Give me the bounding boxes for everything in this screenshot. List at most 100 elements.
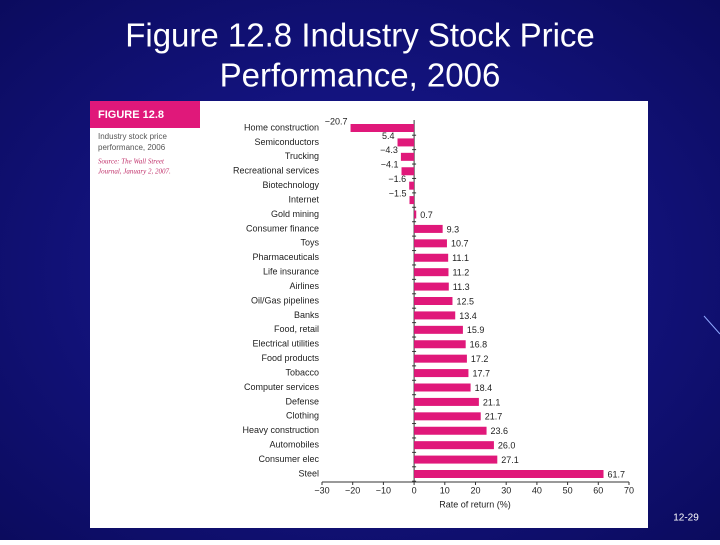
bar: [414, 397, 479, 406]
figure-tag: [90, 101, 200, 128]
data-label: 10.7: [451, 239, 469, 249]
slide-title: Performance, 2006: [220, 57, 501, 94]
data-label: 0.7: [420, 210, 433, 220]
data-label: 15.9: [467, 325, 485, 335]
y-tick-label: Tobacco: [285, 367, 319, 377]
data-label: 13.4: [459, 311, 477, 321]
data-label: 11.1: [452, 253, 469, 263]
y-tick-label: Steel: [298, 468, 319, 478]
chart-source: Source: The Wall Street: [98, 158, 165, 166]
bar: [414, 470, 604, 478]
y-tick-label: Internet: [288, 194, 319, 204]
slide-title: Figure 12.8 Industry Stock Price: [125, 17, 595, 54]
bar: [409, 196, 415, 205]
x-tick-label: 40: [532, 485, 542, 495]
data-label: 61.7: [608, 469, 626, 479]
bar: [414, 340, 466, 349]
data-label: −20.7: [325, 116, 348, 126]
data-label: 12.5: [456, 296, 474, 306]
bar: [414, 224, 443, 233]
bar: [414, 426, 487, 435]
bar: [414, 268, 449, 277]
bar: [414, 383, 471, 392]
bar: [414, 354, 467, 363]
y-tick-label: Heavy construction: [242, 425, 319, 435]
data-label: 23.6: [491, 426, 509, 436]
chart-subtitle: Industry stock price: [98, 132, 167, 141]
y-tick-label: Oil/Gas pipelines: [251, 295, 320, 305]
data-label: 21.1: [483, 397, 501, 407]
y-tick-label: Recreational services: [233, 166, 320, 176]
data-label: −4.1: [381, 160, 399, 170]
bar: [414, 369, 469, 378]
bar: [414, 441, 494, 450]
decoration: [703, 315, 720, 335]
bar: [400, 152, 415, 161]
chart-source: Journal, January 2, 2007.: [98, 168, 171, 176]
bar: [414, 455, 498, 464]
bar: [414, 412, 481, 421]
data-label: 17.2: [471, 354, 489, 364]
y-tick-label: Toys: [300, 238, 319, 248]
y-tick-label: Food products: [261, 353, 319, 363]
bar: [414, 239, 447, 248]
x-tick-label: 20: [470, 485, 480, 495]
y-tick-label: Pharmaceuticals: [252, 252, 319, 262]
data-label: 21.7: [485, 412, 503, 422]
y-tick-label: Semiconductors: [254, 137, 319, 147]
data-label: 26.0: [498, 441, 516, 451]
y-tick-label: Food, retail: [274, 324, 319, 334]
bar: [414, 297, 453, 305]
data-label: 11.3: [453, 282, 470, 292]
y-tick-label: Banks: [294, 310, 320, 320]
bar: [409, 181, 415, 190]
y-tick-label: Consumer finance: [246, 223, 319, 233]
bar: [401, 167, 415, 176]
data-label: −1.5: [389, 188, 407, 198]
x-tick-label: 50: [563, 485, 573, 495]
bar: [414, 282, 449, 291]
y-tick-label: Life insurance: [263, 267, 319, 277]
bar: [414, 311, 456, 320]
x-tick-label: 10: [440, 485, 450, 495]
y-tick-label: Defense: [285, 396, 319, 406]
data-label: 9.3: [447, 224, 460, 234]
y-tick-label: Computer services: [244, 382, 320, 392]
y-tick-label: Trucking: [285, 151, 319, 161]
chart-subtitle: performance, 2006: [98, 143, 166, 152]
x-axis-label: Rate of return (%): [439, 499, 511, 509]
bar: [414, 325, 463, 334]
chart-title: FIGURE 12.8: [98, 109, 164, 121]
data-label: −4.3: [380, 145, 398, 155]
figure-panel: [90, 101, 648, 528]
y-tick-label: Clothing: [286, 411, 319, 421]
page-number: 12-29: [673, 513, 699, 524]
data-label: −1.6: [388, 174, 406, 184]
y-tick-label: Home construction: [244, 122, 319, 132]
y-tick-label: Electrical utilities: [252, 339, 319, 349]
bar: [350, 124, 415, 132]
x-tick-label: −10: [376, 485, 391, 495]
data-label: 27.1: [501, 455, 519, 465]
y-tick-label: Gold mining: [271, 209, 319, 219]
x-tick-label: −30: [314, 485, 329, 495]
x-tick-label: 30: [501, 485, 511, 495]
y-tick-label: Automobiles: [269, 440, 319, 450]
x-tick-label: −20: [345, 485, 360, 495]
data-label: 11.2: [452, 268, 469, 278]
data-label: 5.4: [382, 131, 395, 141]
data-label: 17.7: [472, 368, 490, 378]
bar: [397, 138, 415, 147]
y-tick-label: Biotechnology: [262, 180, 319, 190]
y-tick-label: Consumer elec: [258, 454, 319, 464]
data-label: 16.8: [470, 340, 488, 350]
x-tick-label: 70: [624, 485, 634, 495]
x-tick-label: 0: [412, 485, 417, 495]
x-tick-label: 60: [593, 485, 603, 495]
bar: [414, 253, 449, 262]
data-label: 18.4: [475, 383, 493, 393]
y-tick-label: Airlines: [289, 281, 319, 291]
bar: [414, 210, 417, 219]
